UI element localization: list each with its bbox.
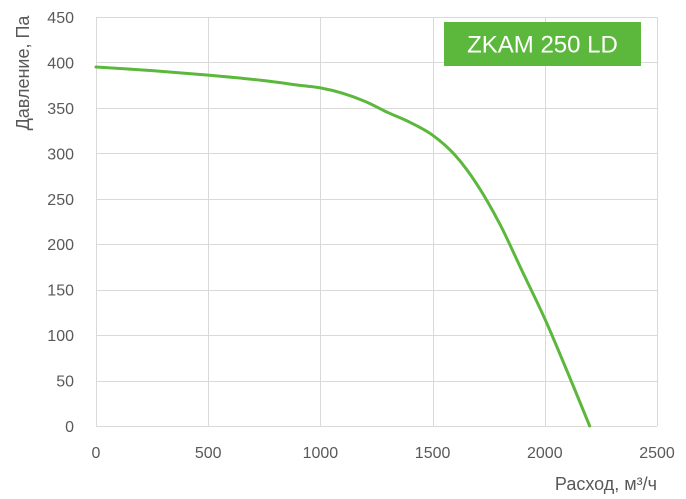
- y-tick-label: 100: [47, 328, 74, 345]
- y-tick-label: 50: [56, 374, 74, 391]
- y-tick-label: 300: [47, 146, 74, 163]
- x-axis-title: Расход, м³/ч: [555, 474, 657, 494]
- x-tick-labels: 0 500 1000 1500 2000 2500: [92, 445, 675, 462]
- series-layer: [94, 65, 592, 428]
- y-tick-label: 200: [47, 237, 74, 254]
- model-badge-label: ZKAM 250 LD: [467, 32, 618, 59]
- series-line: [94, 65, 592, 428]
- y-axis-title: Давление, Па: [13, 15, 33, 131]
- x-tick-label: 1500: [415, 445, 451, 462]
- y-tick-label: 450: [47, 10, 74, 27]
- x-tick-label: 0: [92, 445, 101, 462]
- y-tick-label: 0: [65, 419, 74, 436]
- y-tick-labels: 0 50 100 150 200 250 300 350 400 450: [47, 10, 74, 436]
- y-tick-label: 400: [47, 55, 74, 72]
- y-tick-label: 150: [47, 283, 74, 300]
- x-tick-label: 2000: [527, 445, 563, 462]
- x-tick-label: 2500: [639, 445, 675, 462]
- model-badge: ZKAM 250 LD: [444, 22, 641, 66]
- y-gridlines: [96, 17, 657, 427]
- x-tick-label: 500: [195, 445, 222, 462]
- y-tick-label: 350: [47, 101, 74, 118]
- x-gridlines: [96, 17, 658, 426]
- y-tick-label: 250: [47, 192, 74, 209]
- model-badge-background: [444, 22, 641, 66]
- x-tick-label: 1000: [303, 445, 339, 462]
